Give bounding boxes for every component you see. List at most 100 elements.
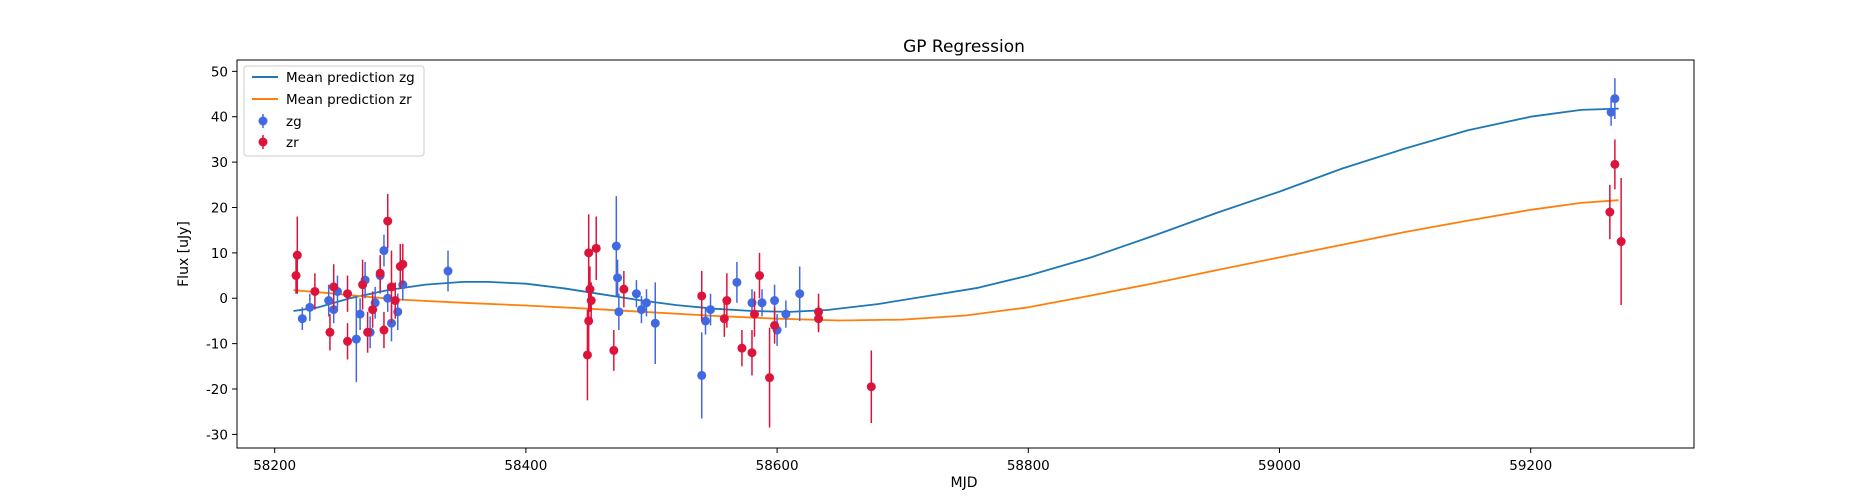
data-point-zr xyxy=(343,323,353,360)
point-marker xyxy=(443,266,453,276)
data-point-zr xyxy=(291,257,301,294)
point-marker xyxy=(770,296,780,306)
y-axis: -30 -20 -10 0 10 20 30 40 50 xyxy=(206,64,237,443)
data-point-zr xyxy=(1616,177,1626,306)
data-point-zg xyxy=(701,307,711,335)
data-point-zg xyxy=(631,280,641,308)
point-marker xyxy=(701,316,711,326)
y-tick-label: 20 xyxy=(211,200,228,216)
point-marker xyxy=(325,327,335,337)
point-marker xyxy=(355,309,365,319)
data-point-zg xyxy=(305,293,315,321)
y-tick-label: 50 xyxy=(211,64,228,80)
data-point-zg xyxy=(1610,78,1620,119)
point-marker xyxy=(631,289,641,299)
data-point-zr xyxy=(358,259,368,310)
data-point-zr xyxy=(1605,184,1615,240)
data-point-zr xyxy=(329,264,339,310)
data-point-zg xyxy=(697,332,707,419)
point-marker xyxy=(781,309,791,319)
data-point-zr xyxy=(584,214,594,292)
data-point-zr xyxy=(383,193,393,249)
data-point-zr xyxy=(722,273,732,328)
data-point-zg xyxy=(379,234,389,267)
point-marker xyxy=(611,241,621,251)
x-tick-label: 58200 xyxy=(253,458,296,474)
point-marker xyxy=(329,282,339,292)
point-marker xyxy=(866,382,876,392)
data-point-zr xyxy=(866,350,876,424)
point-marker xyxy=(765,373,775,383)
point-marker xyxy=(737,343,747,353)
point-marker xyxy=(697,291,707,301)
x-tick-label: 58400 xyxy=(504,458,547,474)
mean-prediction-zg-line xyxy=(293,107,1619,313)
point-marker xyxy=(1610,94,1620,104)
data-point-zr xyxy=(1610,139,1620,190)
point-marker xyxy=(343,289,353,299)
point-marker xyxy=(375,268,385,278)
point-marker xyxy=(1606,107,1616,117)
point-marker xyxy=(343,336,353,346)
data-point-zr xyxy=(292,216,302,294)
data-point-zg xyxy=(614,293,624,331)
x-axis: 58200 58400 58600 58800 59000 59200 xyxy=(253,448,1552,474)
legend-label-zg: zg xyxy=(286,114,302,130)
point-marker xyxy=(749,309,759,319)
point-marker xyxy=(732,277,742,287)
data-point-zr xyxy=(386,250,396,324)
legend-label-zr-line: Mean prediction zr xyxy=(286,92,412,108)
point-marker xyxy=(390,296,400,306)
x-tick-label: 59200 xyxy=(1509,458,1552,474)
point-marker xyxy=(584,248,594,258)
point-marker xyxy=(814,314,824,324)
data-point-zg xyxy=(443,250,453,292)
data-point-zr xyxy=(770,307,780,344)
data-point-zg xyxy=(351,295,361,383)
data-point-zg xyxy=(781,300,791,328)
point-marker xyxy=(305,302,315,312)
data-point-zr xyxy=(755,252,765,299)
data-point-zg xyxy=(795,266,805,321)
legend-label-zg-line: Mean prediction zg xyxy=(286,70,415,86)
point-marker xyxy=(650,318,660,328)
point-marker xyxy=(755,271,765,281)
point-marker xyxy=(310,286,320,296)
data-point-zr xyxy=(310,273,320,310)
point-marker xyxy=(697,370,707,380)
data-point-zr xyxy=(343,275,353,312)
point-marker xyxy=(770,320,780,330)
point-marker xyxy=(584,316,594,326)
data-point-zg xyxy=(650,282,660,365)
point-marker xyxy=(363,327,373,337)
point-marker xyxy=(619,284,629,294)
data-point-zr xyxy=(619,271,629,308)
y-tick-label: 30 xyxy=(211,155,228,171)
data-points xyxy=(291,78,1626,428)
point-marker xyxy=(358,280,368,290)
point-marker xyxy=(582,350,592,360)
data-point-zr xyxy=(697,271,707,321)
plot-area xyxy=(291,78,1626,428)
point-marker xyxy=(351,334,361,344)
point-marker xyxy=(636,305,646,315)
point-marker xyxy=(291,271,301,281)
data-point-zr xyxy=(398,243,408,285)
point-marker xyxy=(586,296,596,306)
data-point-zg xyxy=(324,284,334,317)
y-tick-label: -30 xyxy=(206,427,228,443)
data-point-zg xyxy=(613,259,623,296)
point-marker xyxy=(585,284,595,294)
point-marker xyxy=(706,305,716,315)
x-tick-label: 58600 xyxy=(756,458,799,474)
point-marker xyxy=(609,345,619,355)
data-point-zr xyxy=(585,266,595,312)
y-tick-label: -10 xyxy=(206,337,228,353)
data-point-zr xyxy=(375,255,385,292)
mean-prediction-lines xyxy=(293,107,1619,322)
point-marker xyxy=(614,307,624,317)
data-point-zg xyxy=(706,293,716,326)
point-marker xyxy=(1616,237,1626,247)
data-point-zg xyxy=(355,298,365,331)
